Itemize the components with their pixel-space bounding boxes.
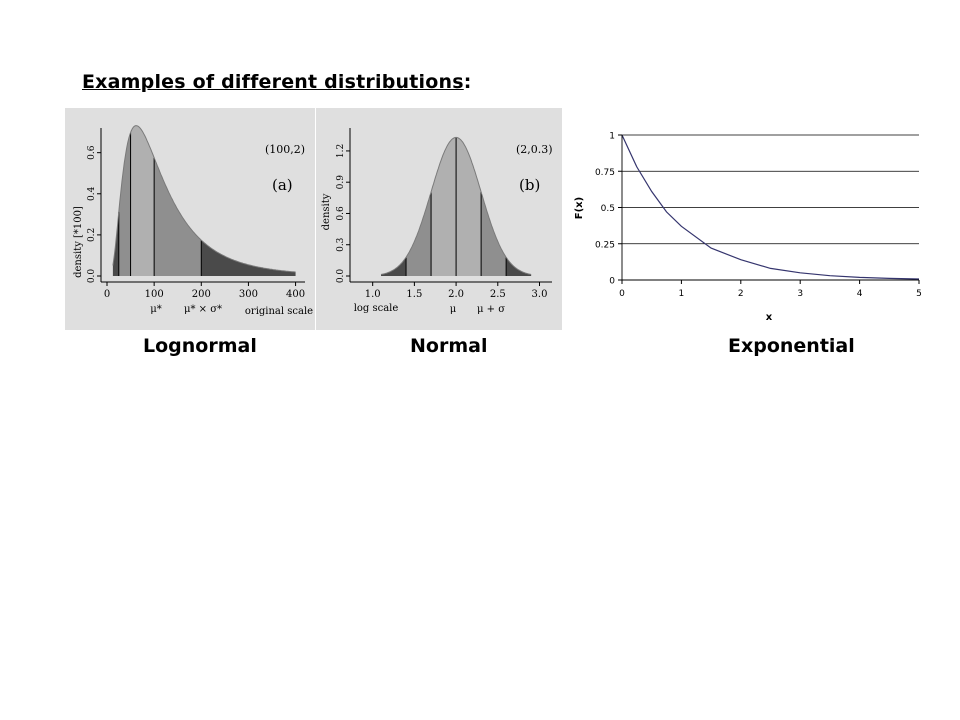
exponential-x-axis-label: x bbox=[766, 312, 773, 323]
b-band-area bbox=[381, 257, 407, 276]
lognormal-background bbox=[65, 108, 315, 330]
exponential-x-tick-label: 4 bbox=[857, 289, 863, 299]
a-band-area bbox=[154, 157, 202, 276]
heading-text: Examples of different distributions bbox=[82, 71, 464, 93]
b-y-tick-label: 0.3 bbox=[336, 237, 346, 252]
normal-panel-label: (b) bbox=[519, 176, 540, 194]
lognormal-chart: 0 100 200 300 400 0.0 0.2 0.4 0.6 (100,2) (a) de… bbox=[65, 108, 315, 330]
a-x-tick-label: 200 bbox=[192, 289, 211, 300]
b-x-tick-label: 1.0 bbox=[365, 289, 381, 300]
page-heading: Examples of different distributions: bbox=[82, 71, 472, 93]
b-y-tick-label: 0.6 bbox=[336, 206, 346, 221]
a-x-tick-label: 0 bbox=[104, 289, 110, 300]
exponential-y-tick-label: 0.25 bbox=[595, 240, 615, 250]
normal-x-axis-label: log scale bbox=[354, 303, 399, 314]
lognormal-x-axis-label: original scale bbox=[245, 306, 313, 317]
exponential-y-tick-label: 0.5 bbox=[601, 204, 615, 214]
b-x-tick-label: 3.0 bbox=[532, 289, 548, 300]
b-y-tick-label: 0.0 bbox=[336, 269, 346, 284]
normal-chart-svg: 1.0 1.5 2.0 2.5 3.0 0.0 0.3 0.6 0.9 1.2 (2,0.3) (… bbox=[316, 108, 562, 330]
normal-chart: 1.0 1.5 2.0 2.5 3.0 0.0 0.3 0.6 0.9 1.2 (2,0.3) (… bbox=[316, 108, 562, 330]
normal-marker-plus-sd: μ + σ bbox=[477, 304, 505, 315]
exponential-y-axis-label: F(x) bbox=[574, 197, 585, 219]
normal-params-label: (2,0.3) bbox=[516, 143, 553, 156]
lognormal-chart-svg: 0 100 200 300 400 0.0 0.2 0.4 0.6 (100,2) (a) de… bbox=[65, 108, 315, 330]
exponential-x-tick-label: 3 bbox=[797, 289, 803, 299]
lognormal-y-axis-label: density [*100] bbox=[73, 206, 84, 278]
lognormal-panel-label: (a) bbox=[272, 176, 293, 194]
exponential-x-tick-label: 1 bbox=[679, 289, 685, 299]
caption-lognormal: Lognormal bbox=[143, 335, 257, 357]
exponential-series-line bbox=[621, 134, 920, 280]
b-y-tick-label: 1.2 bbox=[336, 144, 346, 158]
exponential-x-tick-label: 5 bbox=[916, 289, 922, 299]
exponential-y-tick-label: 0.75 bbox=[595, 168, 615, 178]
a-band-area bbox=[130, 125, 155, 276]
normal-marker-mean: μ bbox=[450, 304, 457, 315]
caption-exponential: Exponential bbox=[728, 335, 855, 357]
caption-normal: Normal bbox=[410, 335, 488, 357]
a-y-tick-label: 0.0 bbox=[87, 269, 97, 284]
normal-y-axis-label: density bbox=[321, 193, 332, 230]
exponential-chart-svg: 0 0.25 0.5 0.75 1 0 1 2 3 4 5 x F(x) bbox=[574, 132, 922, 324]
lognormal-params-label: (100,2) bbox=[265, 143, 305, 156]
a-band-area bbox=[201, 240, 296, 276]
lognormal-density-curve bbox=[112, 125, 296, 273]
heading-suffix: : bbox=[463, 71, 472, 93]
exponential-y-tick-label: 0 bbox=[609, 277, 615, 287]
exponential-chart: 0 0.25 0.5 0.75 1 0 1 2 3 4 5 x F(x) bbox=[568, 122, 930, 330]
b-x-tick-label: 2.0 bbox=[448, 289, 464, 300]
lognormal-marker-median: μ* bbox=[150, 304, 162, 315]
a-y-tick-label: 0.6 bbox=[87, 145, 97, 160]
lognormal-marker-scaled: μ* × σ* bbox=[184, 304, 222, 315]
b-y-tick-label: 0.9 bbox=[336, 175, 346, 190]
a-x-tick-label: 400 bbox=[286, 289, 305, 300]
b-band-area bbox=[506, 257, 532, 276]
a-x-tick-label: 300 bbox=[239, 289, 258, 300]
normal-density-curve bbox=[380, 136, 532, 275]
exponential-x-tick-label: 2 bbox=[738, 289, 744, 299]
exponential-y-tick-label: 1 bbox=[609, 132, 615, 142]
a-y-tick-label: 0.4 bbox=[87, 186, 97, 201]
exponential-x-tick-label: 0 bbox=[619, 289, 625, 299]
b-x-tick-label: 2.5 bbox=[490, 289, 506, 300]
a-band-area bbox=[118, 132, 131, 276]
a-y-tick-label: 0.2 bbox=[87, 228, 97, 242]
a-x-tick-label: 100 bbox=[145, 289, 164, 300]
b-x-tick-label: 1.5 bbox=[406, 289, 422, 300]
